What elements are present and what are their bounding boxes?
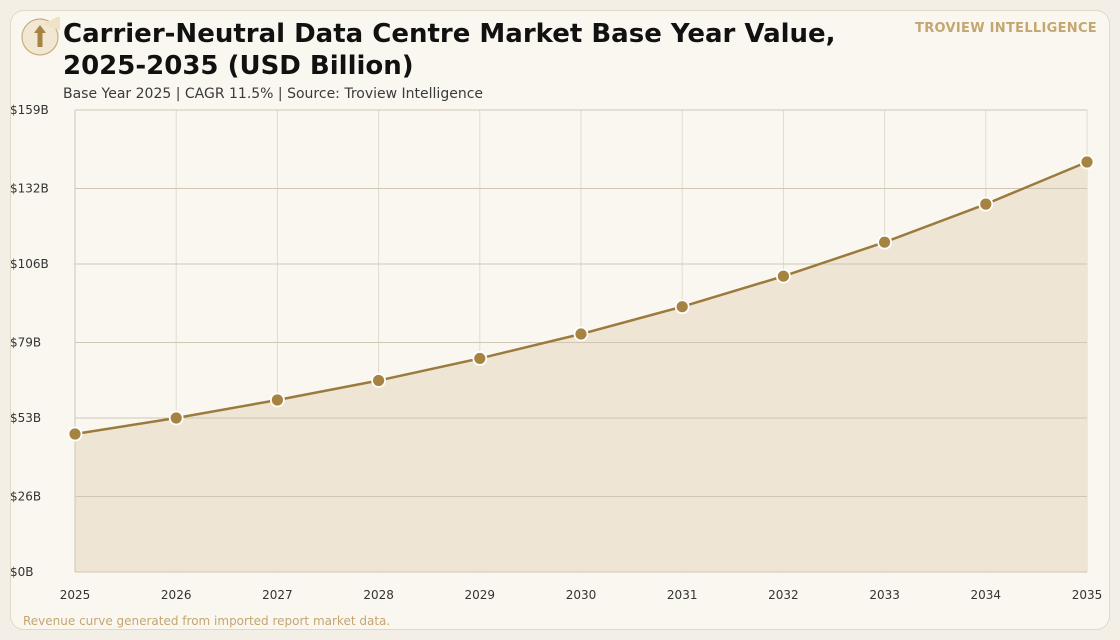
x-tick-label: 2029 (465, 588, 496, 602)
data-point (472, 351, 488, 366)
y-tick-label: $53B (10, 411, 41, 425)
y-tick-label: $106B (10, 257, 49, 271)
x-tick-label: 2032 (768, 588, 799, 602)
brand-label: TROVIEW INTELLIGENCE (915, 21, 1097, 36)
y-tick-label: $79B (10, 335, 41, 349)
x-tick-label: 2027 (262, 588, 293, 602)
up-arrow-icon (21, 17, 60, 56)
x-tick-label: 2028 (363, 588, 394, 602)
x-tick-label: 2031 (667, 588, 698, 602)
data-point (1079, 154, 1095, 170)
data-point (371, 373, 387, 388)
y-tick-label: $159B (10, 103, 49, 117)
data-point (978, 196, 994, 212)
x-tick-label: 2030 (566, 588, 597, 602)
data-point (67, 426, 83, 442)
y-tick-label: $0B (10, 565, 34, 579)
data-point (168, 410, 184, 426)
area-fill (75, 162, 1087, 572)
x-tick-label: 2025 (60, 588, 91, 602)
x-tick-label: 2026 (161, 588, 192, 602)
data-point (674, 299, 690, 315)
footnote: Revenue curve generated from imported re… (23, 614, 391, 628)
y-tick-label: $26B (10, 489, 41, 503)
data-point (776, 268, 791, 284)
page-title: Carrier-Neutral Data Centre Market Base … (63, 19, 836, 81)
x-tick-label: 2033 (869, 588, 900, 602)
chart-subtitle: Base Year 2025 | CAGR 11.5% | Source: Tr… (63, 86, 484, 102)
y-tick-label: $132B (10, 181, 49, 195)
data-point (269, 392, 285, 408)
x-tick-label: 2035 (1072, 588, 1103, 602)
data-point (573, 326, 589, 342)
x-tick-label: 2034 (971, 588, 1002, 602)
data-point (877, 234, 892, 250)
